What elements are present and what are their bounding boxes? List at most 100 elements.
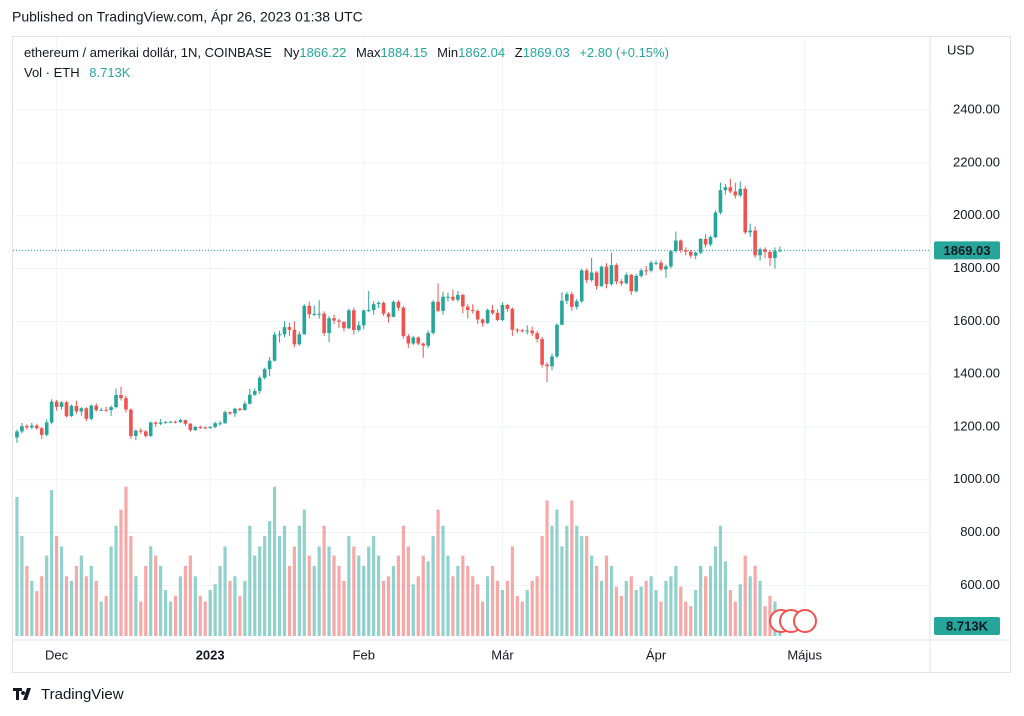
volume-bar	[258, 546, 262, 636]
candle-body	[579, 270, 584, 302]
volume-bar	[59, 546, 64, 636]
candle-body	[480, 319, 485, 324]
candle-body	[183, 420, 188, 424]
volume-bar	[436, 509, 440, 636]
volume-bar	[649, 576, 653, 636]
candle-body	[406, 336, 411, 344]
y-tick-label: 800.00	[960, 524, 1000, 539]
volume-bar	[560, 546, 564, 636]
candle-body	[208, 426, 212, 428]
volume-bar	[64, 576, 69, 636]
candle-body	[20, 426, 24, 432]
candle-body	[609, 265, 614, 285]
candle-body	[203, 427, 208, 429]
volume-bar	[684, 601, 688, 636]
candle-body	[139, 430, 143, 432]
volume-bar	[426, 561, 430, 636]
volume-bar	[624, 580, 628, 636]
candle-body	[312, 313, 317, 315]
candle-body	[475, 310, 480, 320]
candle-body	[545, 364, 549, 367]
volume-bar	[69, 580, 74, 636]
candle-body	[599, 266, 604, 286]
candle-body	[763, 249, 767, 252]
candle-body	[34, 425, 39, 429]
volume-bar	[505, 580, 510, 636]
candle-body	[664, 266, 668, 270]
volume-bar	[471, 576, 475, 636]
volume-bar	[74, 565, 79, 636]
volume-bar	[268, 521, 272, 636]
candle-body	[292, 329, 297, 345]
candle-body	[352, 310, 356, 331]
candle-body	[282, 327, 287, 335]
volume-bar	[35, 591, 39, 636]
x-tick-label: Ápr	[646, 647, 667, 662]
volume-bar	[679, 586, 683, 636]
candle-body	[718, 190, 723, 213]
candle-body	[535, 333, 539, 340]
x-tick-label: Feb	[353, 647, 375, 662]
volume-bar	[639, 586, 643, 636]
volume-bar	[461, 555, 465, 636]
candle-body	[693, 252, 698, 256]
candle-body	[550, 356, 554, 367]
volume-bar	[89, 565, 93, 636]
ohlc-label: Ny	[283, 45, 299, 60]
candle-body	[688, 251, 693, 256]
volume-bar	[45, 555, 49, 636]
volume-bar	[481, 601, 485, 636]
event-flags	[769, 609, 817, 633]
candle-body	[119, 394, 123, 399]
volume-bar	[25, 565, 29, 636]
volume-bar	[287, 565, 292, 636]
candle-body	[356, 325, 361, 331]
volume-bar	[79, 555, 83, 636]
candle-body	[193, 426, 198, 431]
last-volume-label: 8.713K	[946, 618, 989, 633]
y-tick-label: 1000.00	[953, 471, 1000, 486]
volume-bar	[723, 561, 727, 636]
candle-body	[530, 330, 534, 334]
candle-body	[64, 402, 69, 417]
candle-body	[421, 343, 425, 346]
candle-body	[297, 334, 302, 345]
volume-bar	[327, 546, 331, 636]
volume-bar	[466, 565, 470, 636]
volume-bar	[377, 555, 381, 636]
candle-body	[342, 321, 346, 329]
candle-body	[143, 431, 148, 436]
candle-body	[634, 275, 639, 292]
candle-body	[629, 274, 634, 292]
candle-body	[426, 332, 430, 346]
candle-body	[416, 337, 421, 344]
volume-bar	[545, 500, 549, 636]
candle-body	[168, 421, 173, 423]
candle-body	[94, 405, 99, 411]
candle-body	[198, 426, 203, 428]
volume-bar	[352, 546, 356, 636]
volume-bar	[555, 509, 559, 636]
volume-bar	[743, 555, 747, 636]
volume-bar	[263, 536, 267, 636]
volume-bar	[441, 525, 445, 636]
y-tick-label: 2400.00	[953, 102, 1000, 117]
volume-bar	[664, 580, 668, 636]
volume-bar	[520, 601, 524, 636]
volume-bar	[99, 601, 103, 636]
volume-bar	[570, 500, 574, 636]
candle-body	[465, 306, 470, 310]
logo-icon	[13, 688, 31, 700]
volume-bar	[248, 525, 252, 636]
volume-bar	[188, 555, 192, 636]
y-tick-label: 1600.00	[953, 313, 1000, 328]
candle-body	[228, 412, 232, 414]
candle-body	[490, 309, 495, 313]
ohlc-value: 1869.03	[523, 45, 570, 60]
y-tick-label: 2000.00	[953, 207, 1000, 222]
volume-bar	[708, 565, 713, 636]
volume-bar	[144, 565, 148, 636]
chart-frame	[12, 36, 1011, 673]
candle-body	[223, 412, 227, 424]
volume-bar	[292, 546, 296, 636]
